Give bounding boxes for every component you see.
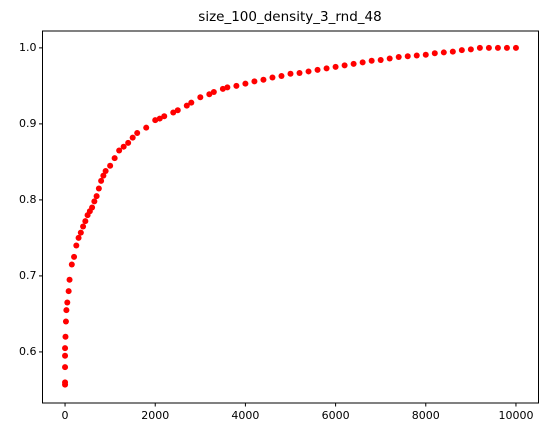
point (116, 147, 123, 154)
point (494, 44, 501, 51)
x-tick-label: 8000 (412, 409, 440, 422)
point (287, 70, 294, 77)
point (62, 345, 69, 352)
x-tick-label: 4000 (231, 409, 259, 422)
point (95, 185, 102, 192)
point (62, 333, 69, 340)
point (386, 55, 393, 62)
point (129, 134, 136, 141)
point (359, 59, 366, 66)
point (93, 193, 100, 200)
y-tick-label: 1.0 (19, 41, 37, 54)
point (174, 107, 181, 114)
point (82, 218, 89, 225)
point (143, 124, 150, 131)
point (440, 49, 447, 56)
y-tick-label: 0.8 (19, 193, 37, 206)
axes-frame (42, 30, 539, 404)
y-tick-label: 0.6 (19, 345, 37, 358)
point (152, 117, 159, 124)
point (242, 80, 249, 87)
point (100, 172, 107, 179)
y-tick-label: 0.9 (19, 117, 37, 130)
point (77, 229, 84, 236)
point (476, 44, 483, 51)
point (341, 62, 348, 69)
point (63, 307, 70, 314)
point (62, 318, 69, 325)
point (305, 68, 312, 75)
point (68, 261, 75, 268)
point (269, 74, 276, 81)
point (161, 113, 168, 120)
point (183, 102, 190, 109)
point (458, 47, 465, 54)
point (98, 177, 105, 184)
point (107, 162, 114, 169)
point (233, 82, 240, 89)
point (65, 288, 72, 295)
point (404, 53, 411, 60)
point (80, 223, 87, 230)
point (134, 130, 141, 137)
chart-title: size_100_density_3_rnd_48 (198, 9, 381, 25)
point (350, 60, 357, 67)
point (251, 78, 258, 85)
point (62, 379, 69, 386)
point (278, 72, 285, 79)
point (332, 63, 339, 70)
point (120, 143, 127, 150)
point (197, 94, 204, 101)
point (125, 139, 132, 146)
point (102, 168, 109, 175)
point (62, 364, 69, 371)
point (467, 46, 474, 53)
y-tick-label: 0.7 (19, 269, 37, 282)
point (210, 88, 217, 95)
point (64, 299, 71, 306)
point (66, 276, 73, 283)
point (219, 85, 226, 92)
point (170, 109, 177, 116)
x-tick-label: 0 (62, 409, 69, 422)
point (224, 84, 231, 91)
point (512, 44, 519, 51)
point (91, 198, 98, 205)
point (395, 53, 402, 60)
x-tick-label: 2000 (141, 409, 169, 422)
point (431, 50, 438, 57)
point (75, 234, 82, 241)
x-tick-label: 6000 (322, 409, 350, 422)
point (206, 91, 213, 98)
point (413, 52, 420, 59)
point (422, 51, 429, 58)
point (449, 48, 456, 55)
point (73, 242, 80, 249)
point (71, 253, 78, 260)
point (368, 57, 375, 64)
point (188, 99, 195, 106)
point (62, 352, 69, 359)
point (377, 57, 384, 64)
x-tick-label: 10000 (498, 409, 533, 422)
point (314, 66, 321, 73)
point (485, 44, 492, 51)
point (296, 69, 303, 76)
point (503, 44, 510, 51)
point (89, 204, 96, 211)
point (323, 65, 330, 72)
point (156, 115, 163, 122)
point (111, 155, 118, 162)
point (260, 76, 267, 83)
